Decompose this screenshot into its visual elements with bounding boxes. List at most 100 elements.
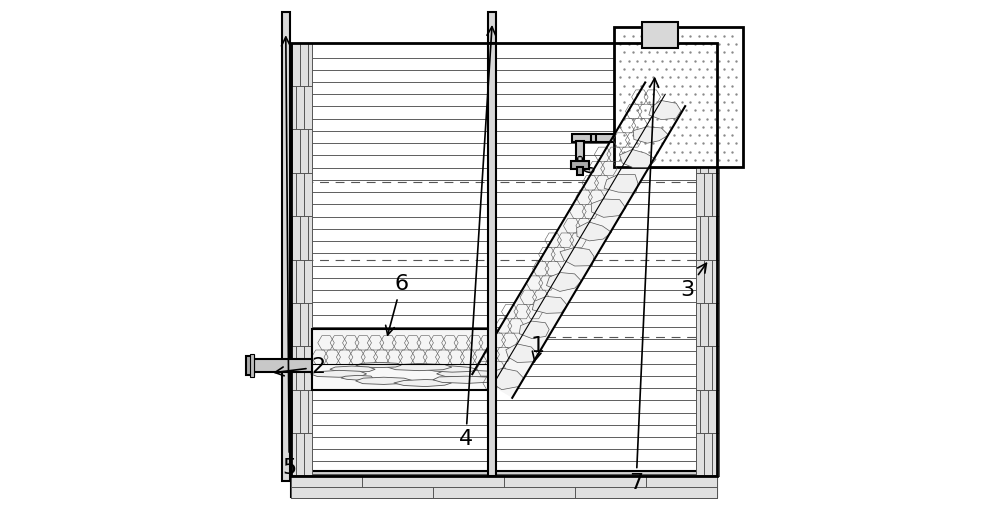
Point (691, 81, 707, 90)
Point (687, 40, 703, 48)
Point (649, 98, 665, 106)
Point (707, 65, 723, 73)
Point (716, 147, 732, 156)
Bar (246, 356, 254, 375)
Polygon shape (633, 127, 669, 143)
Point (720, 106, 736, 115)
Bar (488, 12, 496, 43)
Bar (614, 27, 743, 167)
Point (678, 122, 694, 131)
Point (716, 114, 732, 122)
Polygon shape (546, 272, 581, 292)
Point (658, 147, 674, 156)
Point (711, 57, 727, 65)
Point (703, 156, 719, 164)
Point (682, 65, 698, 73)
Polygon shape (356, 377, 413, 385)
Point (629, 156, 645, 164)
Point (633, 114, 649, 122)
Point (621, 57, 637, 65)
Point (707, 48, 723, 57)
Point (666, 65, 682, 73)
Point (707, 114, 723, 122)
Point (674, 147, 690, 156)
Point (633, 147, 649, 156)
Point (699, 114, 715, 122)
Point (728, 156, 744, 164)
Point (699, 81, 715, 90)
Point (670, 57, 686, 65)
Point (621, 106, 637, 115)
Point (666, 81, 682, 90)
Point (728, 40, 744, 48)
Point (691, 48, 707, 57)
Bar (591, 134, 596, 142)
Point (616, 32, 632, 40)
Point (612, 156, 628, 164)
Point (691, 131, 707, 139)
Point (687, 106, 703, 115)
Point (662, 40, 678, 48)
Point (621, 139, 637, 147)
Polygon shape (394, 379, 451, 387)
Point (645, 122, 661, 131)
Point (707, 98, 723, 106)
Text: 2: 2 (275, 357, 326, 377)
Point (695, 106, 711, 115)
Point (687, 57, 703, 65)
Polygon shape (356, 362, 401, 367)
Point (711, 73, 727, 81)
Point (654, 106, 670, 115)
Point (678, 156, 694, 164)
Point (616, 131, 632, 139)
Point (678, 57, 694, 65)
Point (670, 106, 686, 115)
Point (645, 73, 661, 81)
Polygon shape (604, 174, 638, 193)
Point (695, 139, 711, 147)
Point (616, 48, 632, 57)
Point (670, 40, 686, 48)
Point (645, 156, 661, 164)
Polygon shape (620, 149, 656, 168)
Point (654, 90, 670, 98)
Polygon shape (649, 100, 681, 120)
Point (616, 147, 632, 156)
Point (662, 156, 678, 164)
Point (654, 40, 670, 48)
Point (629, 122, 645, 131)
Point (645, 106, 661, 115)
Text: 4: 4 (459, 26, 496, 449)
Point (703, 106, 719, 115)
Point (724, 114, 740, 122)
Point (674, 98, 690, 106)
Polygon shape (437, 370, 495, 377)
Point (707, 147, 723, 156)
Point (695, 73, 711, 81)
Point (666, 98, 682, 106)
Point (678, 90, 694, 98)
Point (666, 131, 682, 139)
Point (699, 48, 715, 57)
Point (728, 57, 744, 65)
Point (633, 81, 649, 90)
Point (612, 73, 628, 81)
Point (699, 147, 715, 156)
Point (716, 48, 732, 57)
Point (728, 139, 744, 147)
Point (616, 65, 632, 73)
Point (637, 57, 653, 65)
Point (724, 32, 740, 40)
Point (687, 73, 703, 81)
Point (612, 106, 628, 115)
Point (616, 114, 632, 122)
Point (720, 156, 736, 164)
Point (662, 90, 678, 98)
Point (662, 106, 678, 115)
Bar (696, 43, 719, 476)
Point (711, 90, 727, 98)
Point (616, 98, 632, 106)
Point (691, 114, 707, 122)
Point (641, 131, 657, 139)
Point (616, 81, 632, 90)
